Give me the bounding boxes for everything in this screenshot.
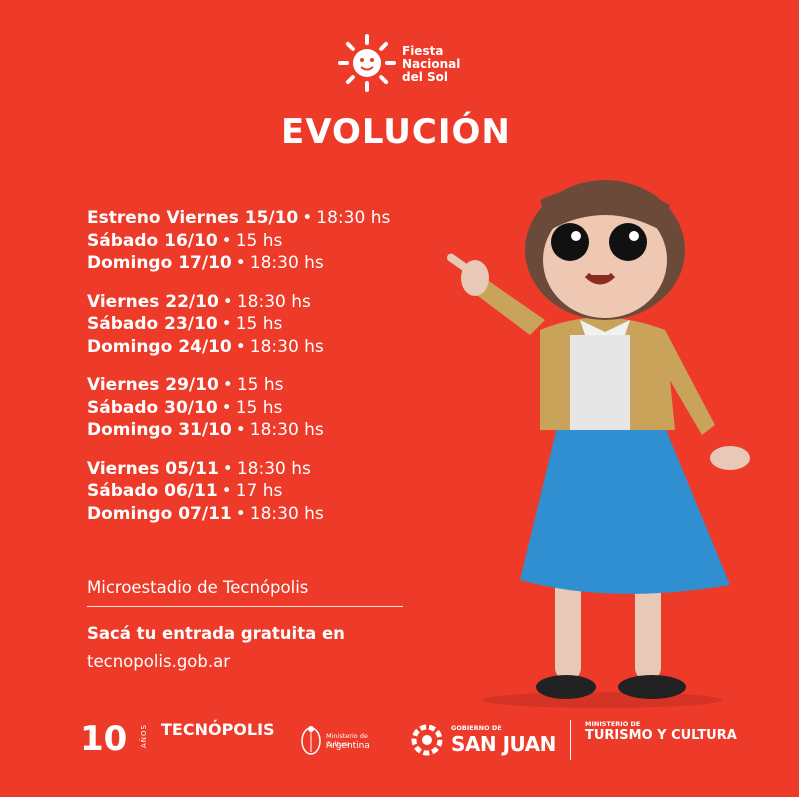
schedule-day: Domingo 31/10 <box>87 420 232 440</box>
schedule-row: Sábado 16/10 • 15 hs <box>87 230 390 253</box>
character-illustration <box>446 180 750 708</box>
schedule-day: Viernes 29/10 <box>87 375 219 395</box>
footer-logos: 10 AÑOS TECNÓPOLIS Ministerio de Cultura… <box>0 720 799 776</box>
schedule-day: Sábado 23/10 <box>87 314 218 334</box>
schedule-row: Sábado 06/11 • 17 hs <box>87 480 390 503</box>
brand-line-1: Fiesta <box>402 44 444 58</box>
schedule-time: 15 hs <box>236 375 284 395</box>
san-juan-name: SAN JUAN <box>451 732 556 756</box>
website-link[interactable]: tecnopolis.gob.ar <box>87 652 231 671</box>
divider <box>87 606 403 607</box>
schedule-time: 18:30 hs <box>316 208 391 228</box>
bullet-separator: • <box>235 336 246 357</box>
turismo-ministerio: MINISTERIO DE <box>585 720 641 728</box>
schedule-time: 18:30 hs <box>249 503 324 524</box>
schedule-day: Domingo 07/11 <box>87 503 232 524</box>
schedule-list: Estreno Viernes 15/10 • 18:30 hs Sábado 16… <box>87 207 390 541</box>
bullet-separator: • <box>222 291 233 312</box>
schedule-day: Viernes 22/10 <box>87 291 219 312</box>
schedule-day: Sábado 30/10 <box>87 397 218 418</box>
ministerio-cultura-line-1: Ministerio de Cultura <box>326 732 368 748</box>
bullet-separator: • <box>221 397 232 418</box>
schedule-row: Domingo 17/10 • 18:30 hs <box>87 252 390 275</box>
bullet-separator: • <box>235 253 246 273</box>
schedule-group: Viernes 05/11 • 18:30 hs Sábado 06/11 • 17 h… <box>87 458 390 526</box>
sun-logo-icon <box>338 34 396 92</box>
brand-name: Fiesta Nacional del Sol <box>402 45 460 84</box>
argentina-shield-icon <box>301 726 321 755</box>
schedule-time: 17 hs <box>235 481 283 501</box>
schedule-time: 15 hs <box>235 314 283 334</box>
bullet-separator: • <box>221 481 232 501</box>
schedule-day: Sábado 06/11 <box>87 481 218 501</box>
page-title: EVOLUCIÓN <box>281 112 511 152</box>
turismo-cultura-logo: MINISTERIO DE TURISMO Y CULTURA <box>585 720 737 744</box>
schedule-time: 18:30 hs <box>249 420 324 440</box>
schedule-group: Estreno Viernes 15/10 • 18:30 hs Sábado 16… <box>87 207 390 275</box>
ministerio-cultura-logo: Ministerio de Cultura Argentina <box>300 720 392 764</box>
schedule-row: Domingo 24/10 • 18:30 hs <box>87 336 390 359</box>
schedule-row: Domingo 07/11 • 18:30 hs <box>87 503 390 526</box>
brand-line-2: Nacional <box>402 57 461 71</box>
schedule-day: Domingo 17/10 <box>87 253 232 273</box>
san-juan-gobierno: GOBIERNO DE <box>451 724 502 732</box>
schedule-time: 15 hs <box>235 230 283 251</box>
schedule-row: Viernes 22/10 • 18:30 hs <box>87 291 390 314</box>
schedule-row: Viernes 29/10 • 15 hs <box>87 374 390 397</box>
schedule-group: Viernes 22/10 • 18:30 hs Sábado 23/10 • 15 h… <box>87 291 390 359</box>
tecnopolis-logo: TECNÓPOLIS <box>161 720 275 739</box>
schedule-row: Viernes 05/11 • 18:30 hs <box>87 458 390 481</box>
venue-text: Microestadio de Tecnópolis <box>87 578 309 597</box>
ministerio-cultura-line-2: Argentina <box>326 741 370 751</box>
schedule-row: Sábado 23/10 • 15 hs <box>87 313 390 336</box>
san-juan-logo: GOBIERNO DE SAN JUAN <box>409 720 557 764</box>
schedule-time: 15 hs <box>235 397 283 418</box>
schedule-day: Domingo 24/10 <box>87 336 232 357</box>
bullet-separator: • <box>221 230 232 251</box>
ten-years-number: 10 <box>80 719 128 759</box>
footer-divider <box>570 720 571 760</box>
schedule-row: Sábado 30/10 • 15 hs <box>87 397 390 420</box>
san-juan-ring-icon <box>411 724 443 756</box>
bullet-separator: • <box>302 208 313 228</box>
cta-text: Sacá tu entrada gratuita en <box>87 624 345 643</box>
fiesta-nacional-del-sol-logo: Fiesta Nacional del Sol <box>336 32 496 102</box>
bullet-separator: • <box>235 420 246 440</box>
schedule-group: Viernes 29/10 • 15 hs Sábado 30/10 • 15 hs D… <box>87 374 390 442</box>
schedule-row: Domingo 31/10 • 18:30 hs <box>87 419 390 442</box>
schedule-day: Estreno Viernes 15/10 <box>87 208 299 228</box>
schedule-time: 18:30 hs <box>236 291 311 312</box>
bullet-separator: • <box>235 503 246 524</box>
brand-line-3: del Sol <box>402 70 449 84</box>
schedule-day: Sábado 16/10 <box>87 230 218 251</box>
schedule-day: Viernes 05/11 <box>87 458 219 479</box>
schedule-time: 18:30 hs <box>249 336 324 357</box>
schedule-row: Estreno Viernes 15/10 • 18:30 hs <box>87 207 390 230</box>
ten-years-badge: 10 AÑOS <box>80 720 156 760</box>
bullet-separator: • <box>222 375 233 395</box>
schedule-time: 18:30 hs <box>249 253 324 273</box>
bullet-separator: • <box>222 458 233 479</box>
schedule-time: 18:30 hs <box>236 458 311 479</box>
bullet-separator: • <box>221 314 232 334</box>
ten-years-label: AÑOS <box>140 724 148 748</box>
turismo-name: TURISMO Y CULTURA <box>585 728 737 743</box>
